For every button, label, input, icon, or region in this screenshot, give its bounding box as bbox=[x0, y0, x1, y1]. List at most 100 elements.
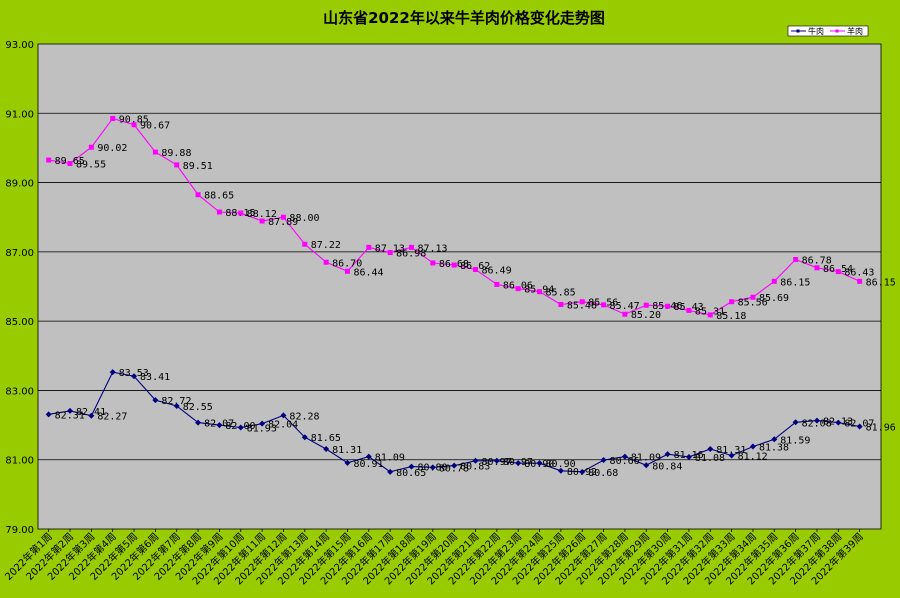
data-point bbox=[857, 278, 863, 284]
data-label: 86.62 bbox=[460, 261, 490, 272]
data-label: 87.13 bbox=[417, 243, 447, 254]
data-point bbox=[835, 419, 842, 426]
data-label: 86.98 bbox=[396, 249, 426, 260]
data-point bbox=[665, 303, 671, 309]
data-label: 86.06 bbox=[503, 280, 533, 291]
data-point bbox=[131, 373, 138, 380]
data-label: 87.89 bbox=[268, 217, 298, 228]
data-point bbox=[429, 464, 436, 471]
y-tick-label: 89.00 bbox=[5, 179, 34, 190]
data-label: 81.12 bbox=[738, 452, 768, 463]
data-point bbox=[216, 209, 222, 215]
series-beef: 82.3182.4182.2783.5383.4182.7282.5582.07… bbox=[45, 368, 896, 479]
plot-area bbox=[37, 43, 882, 530]
data-label: 81.93 bbox=[247, 423, 277, 434]
data-point bbox=[344, 459, 351, 466]
y-tick-label: 91.00 bbox=[5, 109, 34, 120]
data-label: 80.66 bbox=[610, 456, 640, 467]
data-point bbox=[46, 157, 52, 163]
data-label: 87.22 bbox=[311, 240, 341, 251]
data-label: 87.13 bbox=[375, 243, 405, 254]
data-point bbox=[238, 210, 244, 216]
data-point bbox=[601, 302, 607, 308]
data-point bbox=[579, 299, 585, 305]
data-point bbox=[152, 149, 158, 155]
data-point bbox=[408, 463, 415, 470]
data-point bbox=[728, 452, 735, 459]
data-label: 85.85 bbox=[546, 288, 576, 299]
data-point bbox=[643, 302, 649, 308]
y-tick-label: 87.00 bbox=[5, 248, 34, 259]
y-tick-label: 81.00 bbox=[5, 456, 34, 467]
data-point bbox=[685, 453, 692, 460]
data-point bbox=[88, 144, 94, 150]
data-label: 89.55 bbox=[76, 160, 106, 171]
data-label: 85.69 bbox=[759, 293, 789, 304]
data-label: 81.59 bbox=[780, 435, 810, 446]
y-tick-label: 79.00 bbox=[5, 525, 34, 536]
y-tick-label: 85.00 bbox=[5, 317, 34, 328]
data-label: 85.47 bbox=[610, 301, 640, 312]
data-label: 85.56 bbox=[738, 298, 768, 309]
data-point bbox=[280, 412, 287, 419]
data-label: 82.41 bbox=[76, 407, 106, 418]
data-point bbox=[110, 115, 116, 121]
data-label: 81.31 bbox=[716, 445, 746, 456]
data-point bbox=[813, 417, 820, 424]
data-point bbox=[174, 162, 180, 168]
data-point bbox=[259, 420, 266, 427]
legend: 牛肉 羊肉 bbox=[787, 25, 869, 37]
data-label: 80.91 bbox=[353, 459, 383, 470]
data-label: 90.02 bbox=[97, 143, 127, 154]
data-point bbox=[451, 262, 457, 268]
data-point bbox=[686, 307, 692, 313]
data-label: 80.78 bbox=[439, 463, 469, 474]
data-point bbox=[302, 241, 308, 247]
data-point bbox=[664, 451, 671, 458]
data-point bbox=[173, 403, 180, 410]
data-point bbox=[536, 460, 543, 467]
legend-box bbox=[787, 25, 869, 37]
data-label: 82.55 bbox=[183, 402, 213, 413]
data-label: 89.88 bbox=[161, 148, 191, 159]
data-point bbox=[558, 302, 564, 308]
data-point bbox=[494, 281, 500, 287]
data-label: 89.51 bbox=[183, 161, 213, 172]
y-tick-label: 83.00 bbox=[5, 386, 34, 397]
data-label: 80.65 bbox=[396, 468, 426, 479]
data-point bbox=[792, 419, 799, 426]
data-point bbox=[259, 218, 265, 224]
data-point bbox=[131, 122, 137, 128]
data-label: 82.04 bbox=[268, 420, 298, 431]
data-point bbox=[45, 411, 52, 418]
legend-marker-mutton bbox=[835, 29, 839, 33]
data-point bbox=[323, 445, 330, 452]
data-label: 85.31 bbox=[695, 306, 725, 317]
data-label: 80.68 bbox=[588, 468, 618, 479]
data-point bbox=[237, 424, 244, 431]
data-label: 82.72 bbox=[161, 396, 191, 407]
series-mutton: 89.6589.5590.0290.8590.6789.8889.5188.65… bbox=[46, 114, 896, 322]
data-point bbox=[537, 289, 543, 295]
data-point bbox=[67, 407, 74, 414]
data-label: 86.70 bbox=[332, 258, 362, 269]
data-point bbox=[750, 294, 756, 300]
data-label: 86.44 bbox=[353, 267, 383, 278]
data-label: 85.48 bbox=[567, 301, 597, 312]
data-label: 85.20 bbox=[631, 310, 661, 321]
data-label: 81.65 bbox=[311, 433, 341, 444]
data-point bbox=[88, 412, 95, 419]
data-label: 81.08 bbox=[695, 453, 725, 464]
data-point bbox=[109, 369, 116, 376]
data-point bbox=[515, 460, 522, 467]
data-point bbox=[856, 423, 863, 430]
data-label: 80.83 bbox=[460, 462, 490, 473]
data-point bbox=[729, 299, 735, 305]
data-point bbox=[771, 278, 777, 284]
data-point bbox=[365, 453, 372, 460]
data-point bbox=[557, 467, 564, 474]
data-label: 81.38 bbox=[759, 443, 789, 454]
data-point bbox=[195, 192, 201, 198]
data-point bbox=[579, 468, 586, 475]
